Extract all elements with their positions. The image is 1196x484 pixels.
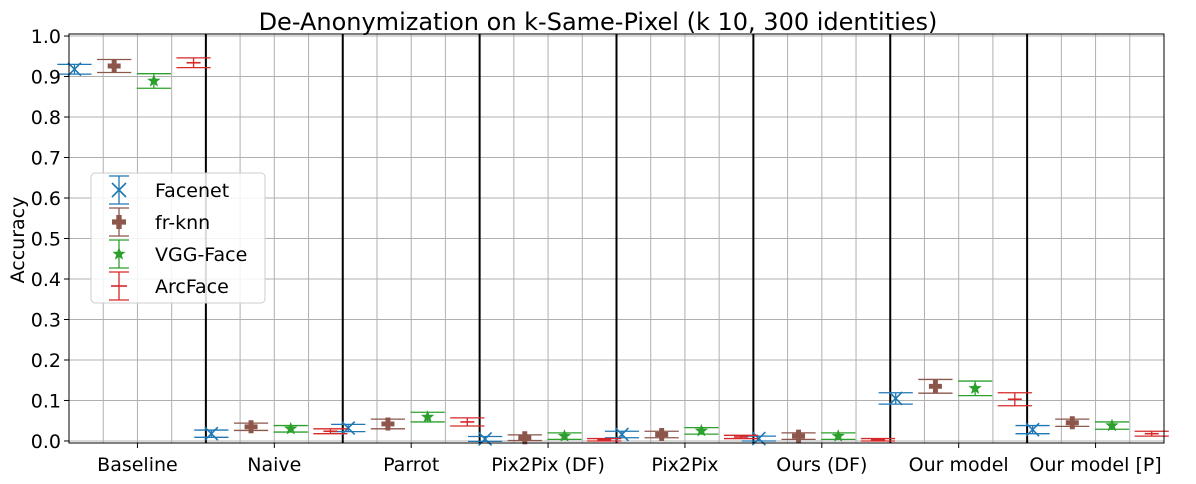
legend-label: fr-knn	[155, 212, 210, 234]
data-point	[410, 410, 445, 423]
point-marker	[1025, 422, 1040, 437]
y-tick-label: 0.3	[31, 309, 61, 331]
y-tick-label: 0.2	[31, 350, 61, 372]
data-point	[860, 437, 896, 442]
point-marker	[968, 381, 982, 394]
point-marker	[107, 59, 121, 73]
data-point	[331, 420, 366, 436]
y-axis-ticks: 0.0 0.1 0.2 0.3 0.4 0.5 0.6 0.7 0.8 0.9 1.0	[31, 26, 69, 453]
y-tick-label: 0.5	[31, 229, 61, 251]
x-tick-label: Pix2Pix	[651, 454, 718, 476]
data-point	[604, 427, 640, 442]
legend-label: Facenet	[155, 180, 229, 202]
data-point	[370, 417, 406, 431]
legend-entry: fr-knn	[109, 207, 210, 237]
data-point	[997, 392, 1032, 407]
point-marker	[147, 73, 161, 87]
data-point	[1134, 430, 1169, 437]
data-point	[821, 429, 856, 442]
y-tick-label: 0.7	[31, 148, 61, 170]
y-tick-label: 0.9	[31, 67, 61, 89]
data-point	[781, 429, 816, 443]
point-marker	[655, 427, 669, 441]
legend-box	[90, 172, 266, 304]
data-point	[176, 57, 211, 69]
x-axis-ticks: Baseline Naive Parrot Pix2Pix (DF) Pix2Pix Ou…	[97, 443, 1162, 476]
point-marker	[341, 420, 356, 436]
data-point	[136, 73, 171, 89]
legend-marker	[112, 215, 126, 229]
series-vgg-face	[136, 73, 1130, 442]
x-tick-label: Ours (DF)	[776, 454, 867, 476]
data-point	[644, 427, 679, 441]
point-marker	[381, 417, 395, 431]
series-arcface	[176, 57, 1169, 442]
data-point	[587, 437, 622, 442]
series-facenet	[57, 62, 1050, 447]
point-marker	[1105, 418, 1119, 432]
data-point	[233, 420, 269, 434]
legend-marker	[111, 182, 127, 198]
data-point	[97, 58, 132, 74]
data-point	[194, 426, 229, 441]
data-point	[313, 428, 348, 435]
legend-entry: VGG-Face	[109, 239, 247, 269]
data-point	[918, 378, 953, 394]
data-point	[467, 431, 503, 447]
y-axis-label: Accuracy	[7, 197, 29, 284]
point-marker	[831, 429, 845, 442]
series-fr-knn	[97, 58, 1090, 445]
point-marker	[204, 426, 219, 441]
legend-entry: Facenet	[109, 175, 229, 205]
data-point	[723, 434, 759, 440]
data-point	[958, 380, 993, 397]
data-point	[507, 431, 542, 445]
y-tick-label: 0.0	[31, 431, 61, 453]
y-tick-label: 0.6	[31, 188, 61, 210]
data-point	[57, 62, 92, 77]
x-tick-label: Parrot	[383, 454, 439, 476]
point-marker	[792, 429, 806, 443]
y-tick-label: 0.4	[31, 269, 61, 291]
point-marker	[67, 62, 82, 77]
point-marker	[1065, 416, 1079, 430]
x-tick-label: Our model [P]	[1029, 454, 1161, 476]
legend-entry: ArcFace	[109, 271, 229, 301]
y-tick-label: 0.8	[31, 107, 61, 129]
data-point	[547, 429, 582, 442]
legend-marker	[112, 247, 126, 260]
data-point	[273, 421, 308, 435]
point-marker	[244, 420, 258, 434]
x-tick-label: Naive	[247, 454, 301, 476]
y-tick-label: 0.1	[31, 390, 61, 412]
point-marker	[557, 429, 572, 442]
point-marker	[420, 410, 435, 423]
data-marks	[57, 57, 1169, 447]
point-marker	[694, 423, 709, 437]
data-point	[1055, 416, 1090, 430]
data-point	[450, 417, 485, 427]
point-marker	[284, 421, 298, 435]
category-separators	[204, 34, 1029, 443]
data-point	[684, 423, 719, 437]
x-tick-label: Baseline	[97, 454, 178, 476]
legend-label: VGG-Face	[155, 244, 247, 266]
data-point	[1094, 418, 1130, 432]
legend: Facenet fr-knn VGG-Face ArcFace	[90, 172, 266, 304]
point-marker	[888, 391, 903, 406]
data-point	[1015, 422, 1050, 437]
y-tick-label: 1.0	[31, 26, 61, 48]
point-marker	[518, 431, 532, 445]
x-tick-label: Pix2Pix (DF)	[491, 454, 605, 476]
point-marker	[928, 379, 942, 393]
x-tick-label: Our model	[909, 454, 1009, 476]
legend-label: ArcFace	[155, 276, 229, 298]
chart-title: De-Anonymization on k-Same-Pixel (k 10, …	[259, 8, 938, 36]
data-point	[878, 391, 913, 406]
